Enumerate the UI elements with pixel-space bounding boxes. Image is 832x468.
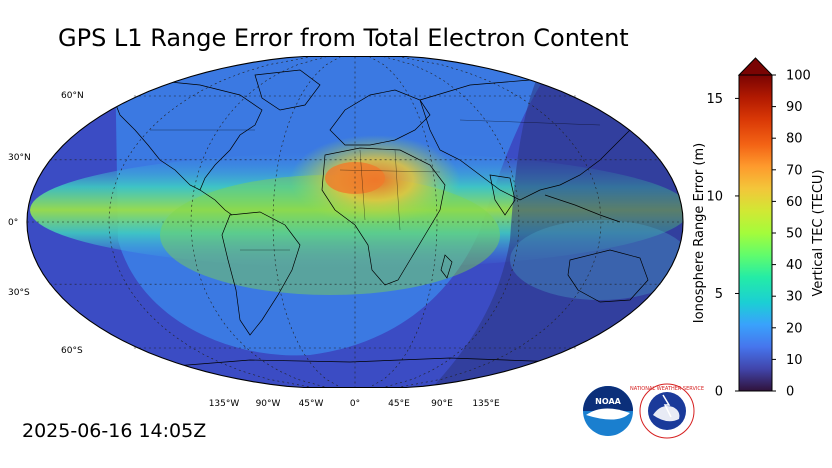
meridian-line (108, 56, 313, 388)
lat-label-equator: 0° (8, 218, 18, 228)
left-tick-label: 15 (706, 92, 723, 107)
southeast-asia-outline (544, 194, 621, 223)
australia-outline (567, 249, 649, 303)
lat-label-30s: 30°S (8, 288, 30, 298)
right-tick-label: 90 (786, 100, 803, 115)
page-title: GPS L1 Range Error from Total Electron C… (58, 24, 629, 52)
lon-label-0: 0° (350, 399, 360, 409)
right-axis-title: Vertical TEC (TECU) (811, 169, 826, 296)
lat-label-30n: 30°N (8, 153, 31, 163)
colorbar: 0 5 10 15 0 10 20 30 40 50 60 70 80 90 100 Ionosphere… (692, 57, 826, 400)
nws-logo: NATIONAL WEATHER SERVICE (630, 383, 704, 439)
right-tick-label: 100 (786, 69, 811, 84)
meridian-line (368, 56, 438, 388)
africa-outline (321, 147, 446, 286)
colorbar-right-ticks: 0 10 20 30 40 50 60 70 80 90 100 (772, 69, 811, 400)
noaa-logo: NOAA (583, 386, 633, 436)
country-borders (150, 119, 601, 251)
meridian-line (272, 56, 342, 388)
south-america-outline (221, 211, 301, 336)
graticule (27, 56, 683, 388)
timestamp: 2025-06-16 14:05Z (22, 420, 207, 442)
right-tick-label: 10 (786, 353, 803, 368)
lon-label-45w: 45°W (299, 399, 324, 409)
lon-label-135e: 135°E (472, 399, 500, 409)
lon-label-135w: 135°W (209, 399, 240, 409)
right-tick-label: 0 (786, 385, 794, 400)
nws-logo-text: NATIONAL WEATHER SERVICE (630, 386, 704, 392)
right-tick-label: 80 (786, 132, 803, 147)
lon-label-90w: 90°W (256, 399, 281, 409)
colorbar-gradient (738, 74, 773, 392)
right-tick-label: 40 (786, 258, 803, 273)
madagascar-outline (440, 254, 453, 279)
right-tick-label: 60 (786, 195, 803, 210)
colorbar-left-ticks: 0 5 10 15 (706, 92, 739, 400)
right-tick-label: 20 (786, 321, 803, 336)
nightside-region (420, 60, 683, 388)
lat-label-60s: 60°S (61, 346, 83, 356)
globe-outline (26, 55, 684, 389)
left-tick-label: 5 (715, 287, 723, 302)
europe-outline (329, 89, 431, 146)
lon-label-45e: 45°E (388, 399, 410, 409)
left-tick-label: 10 (706, 189, 723, 204)
right-tick-label: 50 (786, 227, 803, 242)
india-outline (489, 174, 516, 216)
lon-label-90e: 90°E (431, 399, 453, 409)
lat-label-60n: 60°N (61, 91, 84, 101)
right-tick-label: 70 (786, 163, 803, 178)
east-band (510, 220, 683, 300)
colorbar-extend-arrow (737, 57, 774, 76)
antarctica-outline (149, 357, 561, 369)
left-axis-title: Ionosphere Range Error (m) (692, 143, 707, 323)
north-america-outline (109, 79, 263, 191)
meridian-line (397, 56, 602, 388)
left-tick-label: 0 (715, 385, 723, 400)
noaa-logo-text: NOAA (595, 397, 621, 406)
right-tick-label: 30 (786, 290, 803, 305)
central-america-outline (199, 189, 233, 216)
greenland-outline (254, 69, 321, 111)
